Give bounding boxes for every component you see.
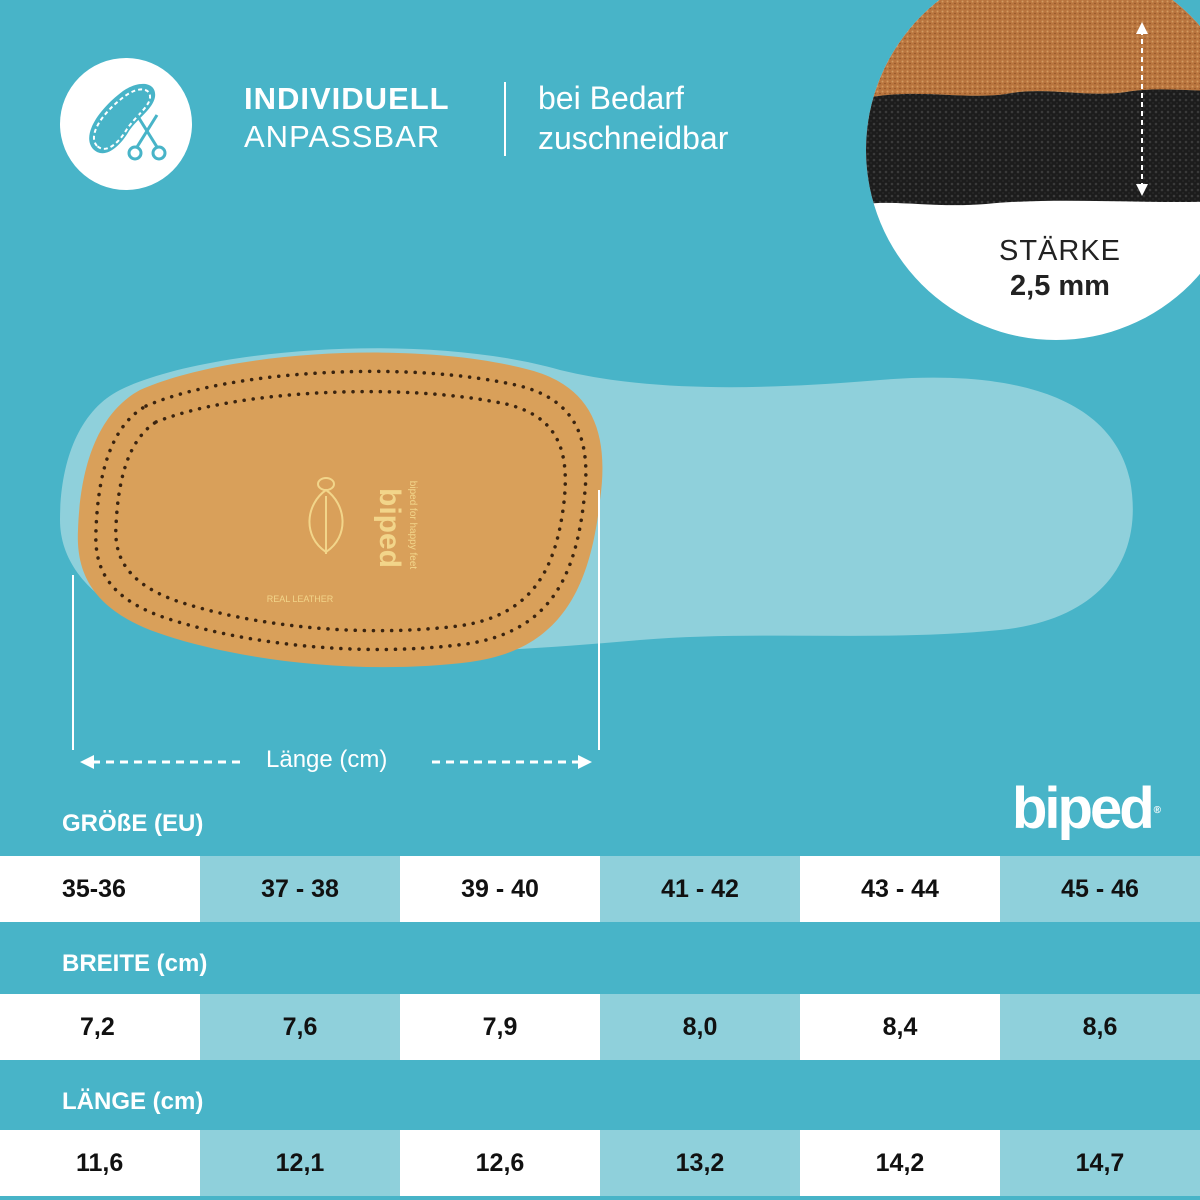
size-cell: 45 - 46: [1000, 856, 1200, 922]
emboss-slogan: biped for happy feet: [407, 481, 418, 570]
thickness-value: 2,5 mm: [1010, 270, 1110, 302]
material-cross-section-image: [866, 0, 1200, 206]
size-cell: 43 - 44: [800, 856, 1000, 922]
perforation-row-outer: [94, 369, 588, 652]
brand-logo-text: biped: [1012, 776, 1155, 841]
length-cell: 12,1: [200, 1130, 400, 1196]
emboss-material: REAL LEATHER: [267, 594, 334, 604]
width-cell: 7,6: [200, 994, 400, 1060]
feature-divider: [504, 82, 506, 156]
length-row: 11,6 12,1 12,6 13,2 14,2 14,7: [0, 1130, 1200, 1196]
emboss-brand: biped: [373, 488, 406, 568]
size-cell: 35-36: [0, 856, 200, 922]
customizable-badge: [60, 58, 192, 190]
feature-desc-line2: zuschneidbar: [538, 120, 729, 156]
emboss-emblem: [308, 477, 344, 554]
length-label: Länge (cm): [266, 746, 388, 773]
width-cell: 8,0: [600, 994, 800, 1060]
arrowhead-left-icon: [80, 755, 94, 769]
feature-description: bei Bedarf zuschneidbar: [538, 78, 728, 158]
thickness-text: STÄRKE 2,5 mm: [960, 234, 1160, 304]
width-cell: 7,2: [0, 994, 200, 1060]
size-cell: 39 - 40: [400, 856, 600, 922]
perforation-row-inner: [114, 389, 568, 633]
thickness-detail-circle: [866, 0, 1200, 340]
feature-desc-line1: bei Bedarf: [538, 80, 684, 116]
width-cell: 8,6: [1000, 994, 1200, 1060]
arrowhead-right-icon: [578, 755, 592, 769]
size-cell: 41 - 42: [600, 856, 800, 922]
brand-logo: biped ®: [1012, 780, 1162, 838]
feature-title-line2: ANPASSBAR: [244, 119, 441, 154]
size-row: 35-36 37 - 38 39 - 40 41 - 42 43 - 44 45…: [0, 856, 1200, 922]
registered-mark: ®: [1153, 805, 1162, 816]
insole-illustration: biped biped for happy feet REAL LEATHER: [60, 348, 1133, 769]
length-cell: 14,7: [1000, 1130, 1200, 1196]
size-row-label: GRÖßE (EU): [62, 810, 204, 837]
width-row: 7,2 7,6 7,9 8,0 8,4 8,6: [0, 994, 1200, 1060]
size-cell: 37 - 38: [200, 856, 400, 922]
length-cell: 14,2: [800, 1130, 1000, 1196]
length-row-label: LÄNGE (cm): [62, 1088, 204, 1115]
feature-title-line1: INDIVIDUELL: [244, 81, 450, 116]
width-cell: 7,9: [400, 994, 600, 1060]
width-row-label: BREITE (cm): [62, 950, 208, 977]
length-cell: 11,6: [0, 1130, 200, 1196]
feature-title: INDIVIDUELL ANPASSBAR: [244, 80, 450, 156]
length-cell: 12,6: [400, 1130, 600, 1196]
insole-scissors-icon: [89, 83, 167, 161]
length-cell: 13,2: [600, 1130, 800, 1196]
width-cell: 8,4: [800, 994, 1000, 1060]
thickness-label: STÄRKE: [998, 235, 1122, 267]
